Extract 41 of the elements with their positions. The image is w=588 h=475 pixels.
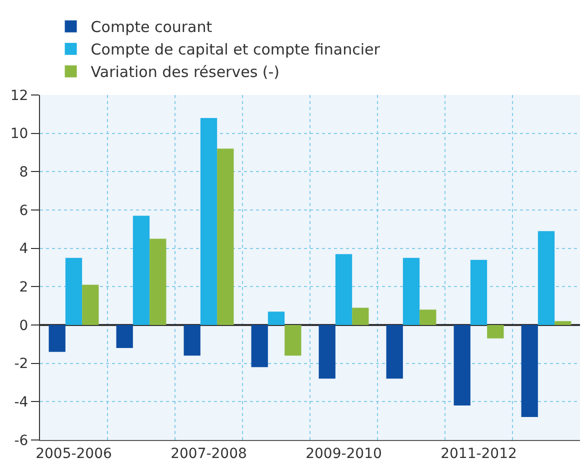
bar <box>554 321 572 325</box>
bar <box>521 325 538 417</box>
y-tick-label: 12 <box>10 88 28 104</box>
y-tick-label: -2 <box>14 356 28 372</box>
x-tick-label: 2011-2012 <box>440 446 517 462</box>
x-tick-label: 2005-2006 <box>36 446 112 462</box>
bar <box>335 254 352 325</box>
bar <box>82 284 99 325</box>
y-tick-label: 0 <box>19 318 28 334</box>
bar <box>538 231 555 325</box>
bar <box>318 325 336 379</box>
legend-label: Compte courant <box>90 18 212 36</box>
bar <box>251 325 268 368</box>
bar <box>470 260 488 325</box>
bar <box>132 216 150 325</box>
bar <box>268 312 285 325</box>
y-tick-label: 2 <box>19 280 28 296</box>
bar <box>487 325 504 338</box>
y-tick-label: -6 <box>14 432 28 449</box>
bar <box>116 325 133 348</box>
bar <box>454 325 470 406</box>
bar <box>284 325 302 356</box>
x-tick-label: 2009-2010 <box>306 446 382 462</box>
bar <box>184 325 200 356</box>
bar <box>386 325 403 379</box>
y-tick-label: 10 <box>10 126 28 142</box>
y-tick-label: 4 <box>19 241 28 258</box>
bar <box>217 148 234 325</box>
y-tick-label: 8 <box>19 164 28 181</box>
x-tick-label: 2007-2008 <box>170 446 247 462</box>
y-tick-label: -4 <box>14 394 28 411</box>
legend-label: Compte de capital et compte financier <box>90 40 381 59</box>
y-tick-label: 6 <box>19 202 28 219</box>
bar <box>150 238 166 325</box>
legend-label: Variation des réserves (-) <box>90 63 280 82</box>
bar <box>48 325 66 352</box>
bar <box>352 308 369 325</box>
bar <box>65 258 82 325</box>
bar <box>200 118 218 325</box>
bar <box>402 258 420 325</box>
bar <box>420 310 436 325</box>
